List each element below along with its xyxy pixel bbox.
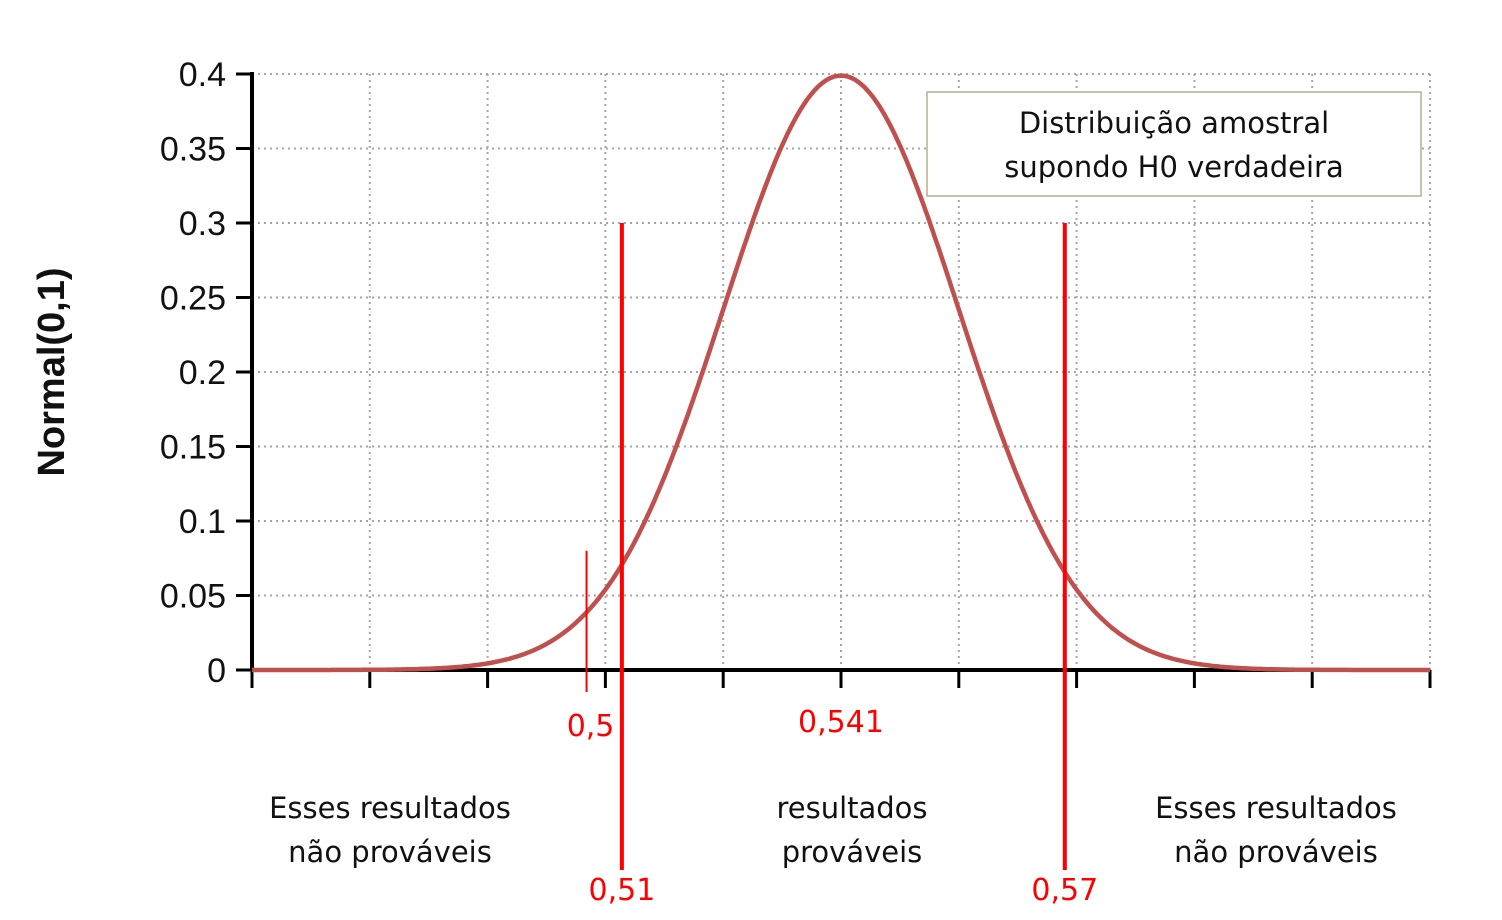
region-left-line-1: Esses resultados: [269, 791, 511, 825]
marker-label-0: 0,5: [567, 709, 615, 744]
marker-label-2: 0,541: [798, 705, 884, 740]
critical-value-markers: 0,5 0,51 0,541 0,57: [567, 223, 1098, 908]
y-tick-labels: 0 0.05 0.1 0.15 0.2 0.25 0.3 0.35 0.4: [160, 56, 226, 690]
region-left-line-2: não prováveis: [288, 835, 492, 869]
region-center-line-2: prováveis: [782, 835, 923, 869]
legend-box: [926, 91, 1422, 197]
legend: Distribuição amostral supondo H0 verdade…: [926, 91, 1422, 197]
region-annotations: Esses resultados não prováveis resultado…: [269, 791, 1397, 869]
axes: [236, 72, 1432, 688]
marker-label-1: 0,51: [588, 873, 655, 908]
y-tick-label-5: 0.25: [160, 280, 226, 318]
y-tick-label-8: 0.4: [179, 56, 226, 94]
y-tick-label-0: 0: [207, 652, 226, 690]
y-axis-label: Normal(0,1): [31, 267, 73, 476]
legend-line-2: supondo H0 verdadeira: [1004, 150, 1343, 184]
y-tick-label-7: 0.35: [160, 131, 226, 169]
y-tick-label-6: 0.3: [179, 205, 226, 243]
y-tick-label-3: 0.15: [160, 429, 226, 467]
y-tick-label-4: 0.2: [179, 354, 226, 392]
region-right-line-1: Esses resultados: [1155, 791, 1397, 825]
region-center-line-1: resultados: [776, 791, 927, 825]
legend-line-1: Distribuição amostral: [1019, 106, 1329, 140]
region-right-line-2: não prováveis: [1174, 835, 1378, 869]
y-tick-label-2: 0.1: [179, 503, 226, 541]
y-tick-label-1: 0.05: [160, 578, 226, 616]
density-curve: [252, 73, 1430, 673]
marker-label-3: 0,57: [1031, 873, 1098, 908]
